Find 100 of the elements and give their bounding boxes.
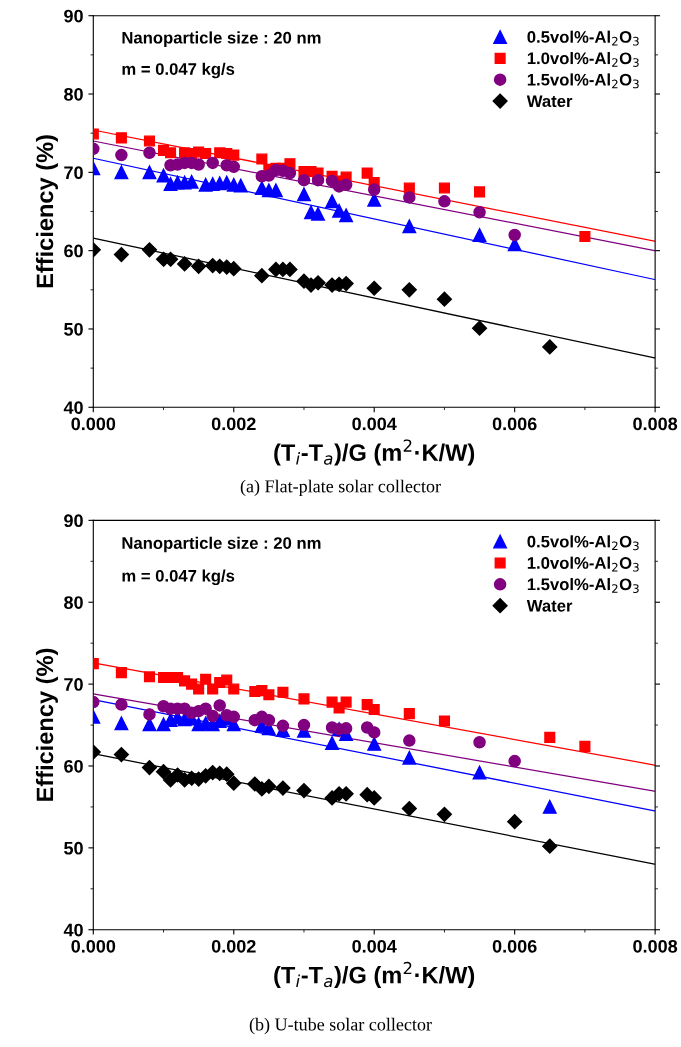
point bbox=[115, 132, 127, 144]
point bbox=[367, 183, 381, 196]
y-tick-label: 80 bbox=[64, 87, 83, 101]
point bbox=[200, 673, 212, 685]
point bbox=[339, 208, 354, 223]
y-tick-label: 40 bbox=[63, 923, 83, 937]
legend-label: 1.0vol%-Al$_{2}$O$_{3}$ bbox=[527, 51, 639, 67]
point bbox=[339, 178, 353, 192]
point bbox=[402, 750, 417, 765]
point bbox=[401, 800, 417, 817]
point bbox=[228, 683, 240, 695]
annotation: m = 0.047 kg/s bbox=[122, 62, 235, 79]
point bbox=[403, 708, 415, 720]
point bbox=[283, 166, 297, 180]
point bbox=[542, 799, 557, 814]
point bbox=[113, 246, 129, 263]
legend-label: 1.0vol%-Al$_{2}$O$_{3}$ bbox=[527, 556, 639, 572]
point bbox=[263, 689, 275, 701]
point bbox=[277, 686, 289, 698]
point bbox=[297, 187, 311, 202]
y-tick-label: 70 bbox=[64, 166, 83, 180]
point bbox=[200, 147, 212, 160]
point bbox=[367, 736, 382, 751]
point bbox=[143, 135, 156, 147]
annotation: m = 0.047 kg/s bbox=[122, 569, 235, 586]
point bbox=[473, 735, 486, 749]
annotation: Nanoparticle size : 20 nm bbox=[122, 31, 321, 47]
x-tick-label: 0.008 bbox=[633, 939, 678, 953]
y-axis-title: Efficiency (%) bbox=[35, 648, 58, 801]
point bbox=[221, 674, 233, 686]
y-tick-label: 60 bbox=[64, 759, 83, 773]
point bbox=[508, 754, 521, 768]
point bbox=[213, 699, 226, 712]
legend-label: 1.5vol%-Al$_{2}$O$_{3}$ bbox=[527, 578, 639, 593]
point bbox=[311, 173, 325, 187]
point bbox=[472, 228, 487, 242]
x-tick-label: 0.004 bbox=[352, 417, 397, 431]
point bbox=[275, 780, 291, 796]
point bbox=[507, 814, 523, 830]
point bbox=[438, 715, 450, 727]
point bbox=[142, 165, 157, 180]
point bbox=[143, 146, 156, 160]
point bbox=[403, 734, 416, 747]
x-axis-title: (T$_{i}$-T$_{a}$)/G (m$^{2}$·K/W) bbox=[274, 961, 475, 989]
y-tick-label: 90 bbox=[64, 514, 83, 528]
x-tick-label: 0.002 bbox=[211, 417, 256, 431]
point bbox=[340, 696, 352, 708]
point bbox=[368, 703, 380, 716]
legend-label: 0.5vol%-Al$_{2}$O$_{3}$ bbox=[527, 30, 639, 46]
point bbox=[177, 256, 193, 272]
point bbox=[579, 740, 591, 752]
point bbox=[473, 186, 486, 198]
point bbox=[473, 206, 486, 219]
y-tick-label: 50 bbox=[64, 322, 83, 336]
point bbox=[367, 726, 381, 739]
point bbox=[114, 165, 129, 180]
point bbox=[298, 693, 310, 705]
point bbox=[164, 147, 177, 159]
point bbox=[227, 710, 241, 724]
x-tick-label: 0.008 bbox=[633, 417, 678, 431]
point bbox=[579, 230, 591, 243]
point bbox=[155, 764, 172, 780]
point bbox=[254, 268, 270, 284]
x-axis-title: (T$_{i}$-T$_{a}$)/G (m$^{2}$·K/W) bbox=[274, 439, 475, 466]
point bbox=[192, 158, 205, 171]
point bbox=[438, 182, 450, 194]
y-tick-label: 60 bbox=[64, 244, 83, 258]
y-axis-title: Efficiency (%) bbox=[35, 135, 58, 288]
point bbox=[227, 160, 241, 174]
point bbox=[143, 708, 156, 721]
point bbox=[115, 667, 127, 679]
point bbox=[256, 153, 268, 165]
point bbox=[436, 291, 453, 307]
point bbox=[199, 702, 212, 715]
point bbox=[206, 709, 219, 723]
x-tick-label: 0.006 bbox=[492, 939, 537, 953]
point bbox=[233, 178, 248, 193]
point bbox=[191, 258, 207, 274]
legend-label: Water bbox=[526, 600, 573, 612]
y-tick-label: 70 bbox=[64, 678, 83, 691]
legend-label: Water bbox=[526, 95, 573, 108]
point bbox=[115, 148, 128, 162]
y-tick-label: 50 bbox=[64, 841, 83, 855]
point bbox=[228, 149, 240, 161]
point bbox=[361, 167, 373, 179]
x-tick-label: 0.006 bbox=[492, 417, 537, 431]
point bbox=[115, 698, 128, 711]
point bbox=[276, 719, 290, 733]
point bbox=[297, 718, 311, 732]
point bbox=[403, 191, 416, 204]
annotation: Nanoparticle size : 20 nm bbox=[122, 536, 321, 553]
point bbox=[325, 194, 340, 209]
point bbox=[268, 183, 283, 198]
x-tick-label: 0.000 bbox=[71, 417, 116, 431]
point bbox=[542, 838, 558, 854]
point bbox=[542, 339, 558, 355]
y-tick-label: 90 bbox=[64, 9, 83, 23]
point bbox=[325, 736, 340, 751]
point bbox=[471, 320, 488, 336]
legend-label: 0.5vol%-Al$_{2}$O$_{3}$ bbox=[527, 535, 639, 551]
